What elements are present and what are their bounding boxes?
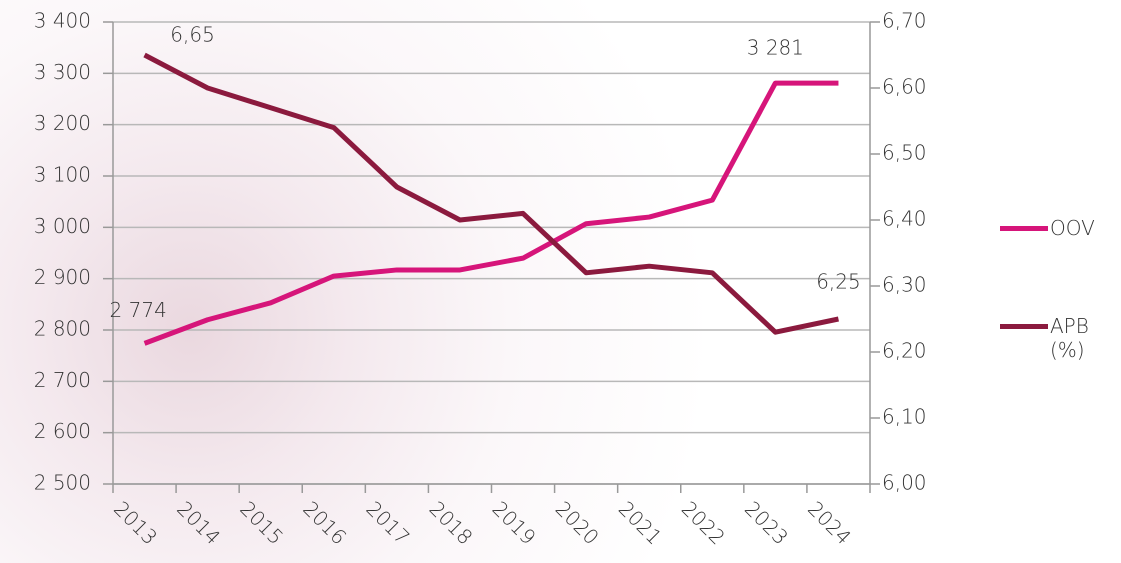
x-tick-label: 2021 xyxy=(614,496,667,549)
y-tick-label: 3 000 xyxy=(34,214,91,238)
x-tick-label: 2015 xyxy=(235,496,288,549)
y2-tick-label: 6,10 xyxy=(882,405,927,429)
legend-swatch xyxy=(1000,226,1048,231)
y2-tick-label: 6,50 xyxy=(882,141,927,165)
y2-tick-label: 6,60 xyxy=(882,75,927,99)
legend-item: APB (%) xyxy=(1000,314,1118,362)
page: {"chart_data": {"type": "line", "categor… xyxy=(0,0,1121,563)
y2-tick-label: 6,40 xyxy=(882,207,927,231)
x-tick-label: 2017 xyxy=(361,496,414,549)
data-label: 6,65 xyxy=(170,23,215,47)
y-tick-label: 2 800 xyxy=(34,317,91,341)
y-tick-label: 3 400 xyxy=(34,9,91,33)
y-tick-label: 3 300 xyxy=(34,60,91,84)
y-tick-label: 2 600 xyxy=(34,419,91,443)
x-tick-label: 2020 xyxy=(551,496,604,549)
x-tick-label: 2022 xyxy=(677,496,730,549)
y-tick-label: 3 200 xyxy=(34,111,91,135)
legend-item: OOV xyxy=(1000,216,1095,240)
y-tick-label: 3 100 xyxy=(34,163,91,187)
legend-label: OOV xyxy=(1050,216,1095,240)
x-tick-label: 2016 xyxy=(298,496,351,549)
y2-tick-label: 6,30 xyxy=(882,273,927,297)
y2-tick-label: 6,70 xyxy=(882,9,927,33)
series-line xyxy=(145,55,839,332)
legend-swatch xyxy=(1000,324,1048,329)
data-label: 2 774 xyxy=(110,298,167,322)
x-tick-label: 2019 xyxy=(488,496,541,549)
data-label: 3 281 xyxy=(747,36,804,60)
y2-tick-label: 6,20 xyxy=(882,339,927,363)
legend-label: APB (%) xyxy=(1050,314,1118,362)
data-label: 6,25 xyxy=(816,270,861,294)
y-tick-label: 2 900 xyxy=(34,265,91,289)
y-tick-label: 2 500 xyxy=(34,471,91,495)
y-tick-label: 2 700 xyxy=(34,368,91,392)
series-line xyxy=(145,83,839,343)
x-tick-label: 2014 xyxy=(172,496,225,549)
y2-tick-label: 6,00 xyxy=(882,471,927,495)
x-tick-label: 2013 xyxy=(109,496,162,549)
chart: 2 500 2 600 2 700 2 800 2 900 3 000 3 100 3 200… xyxy=(0,0,1121,563)
x-tick-label: 2023 xyxy=(740,496,793,549)
x-tick-label: 2018 xyxy=(425,496,478,549)
x-tick-label: 2024 xyxy=(803,496,856,549)
